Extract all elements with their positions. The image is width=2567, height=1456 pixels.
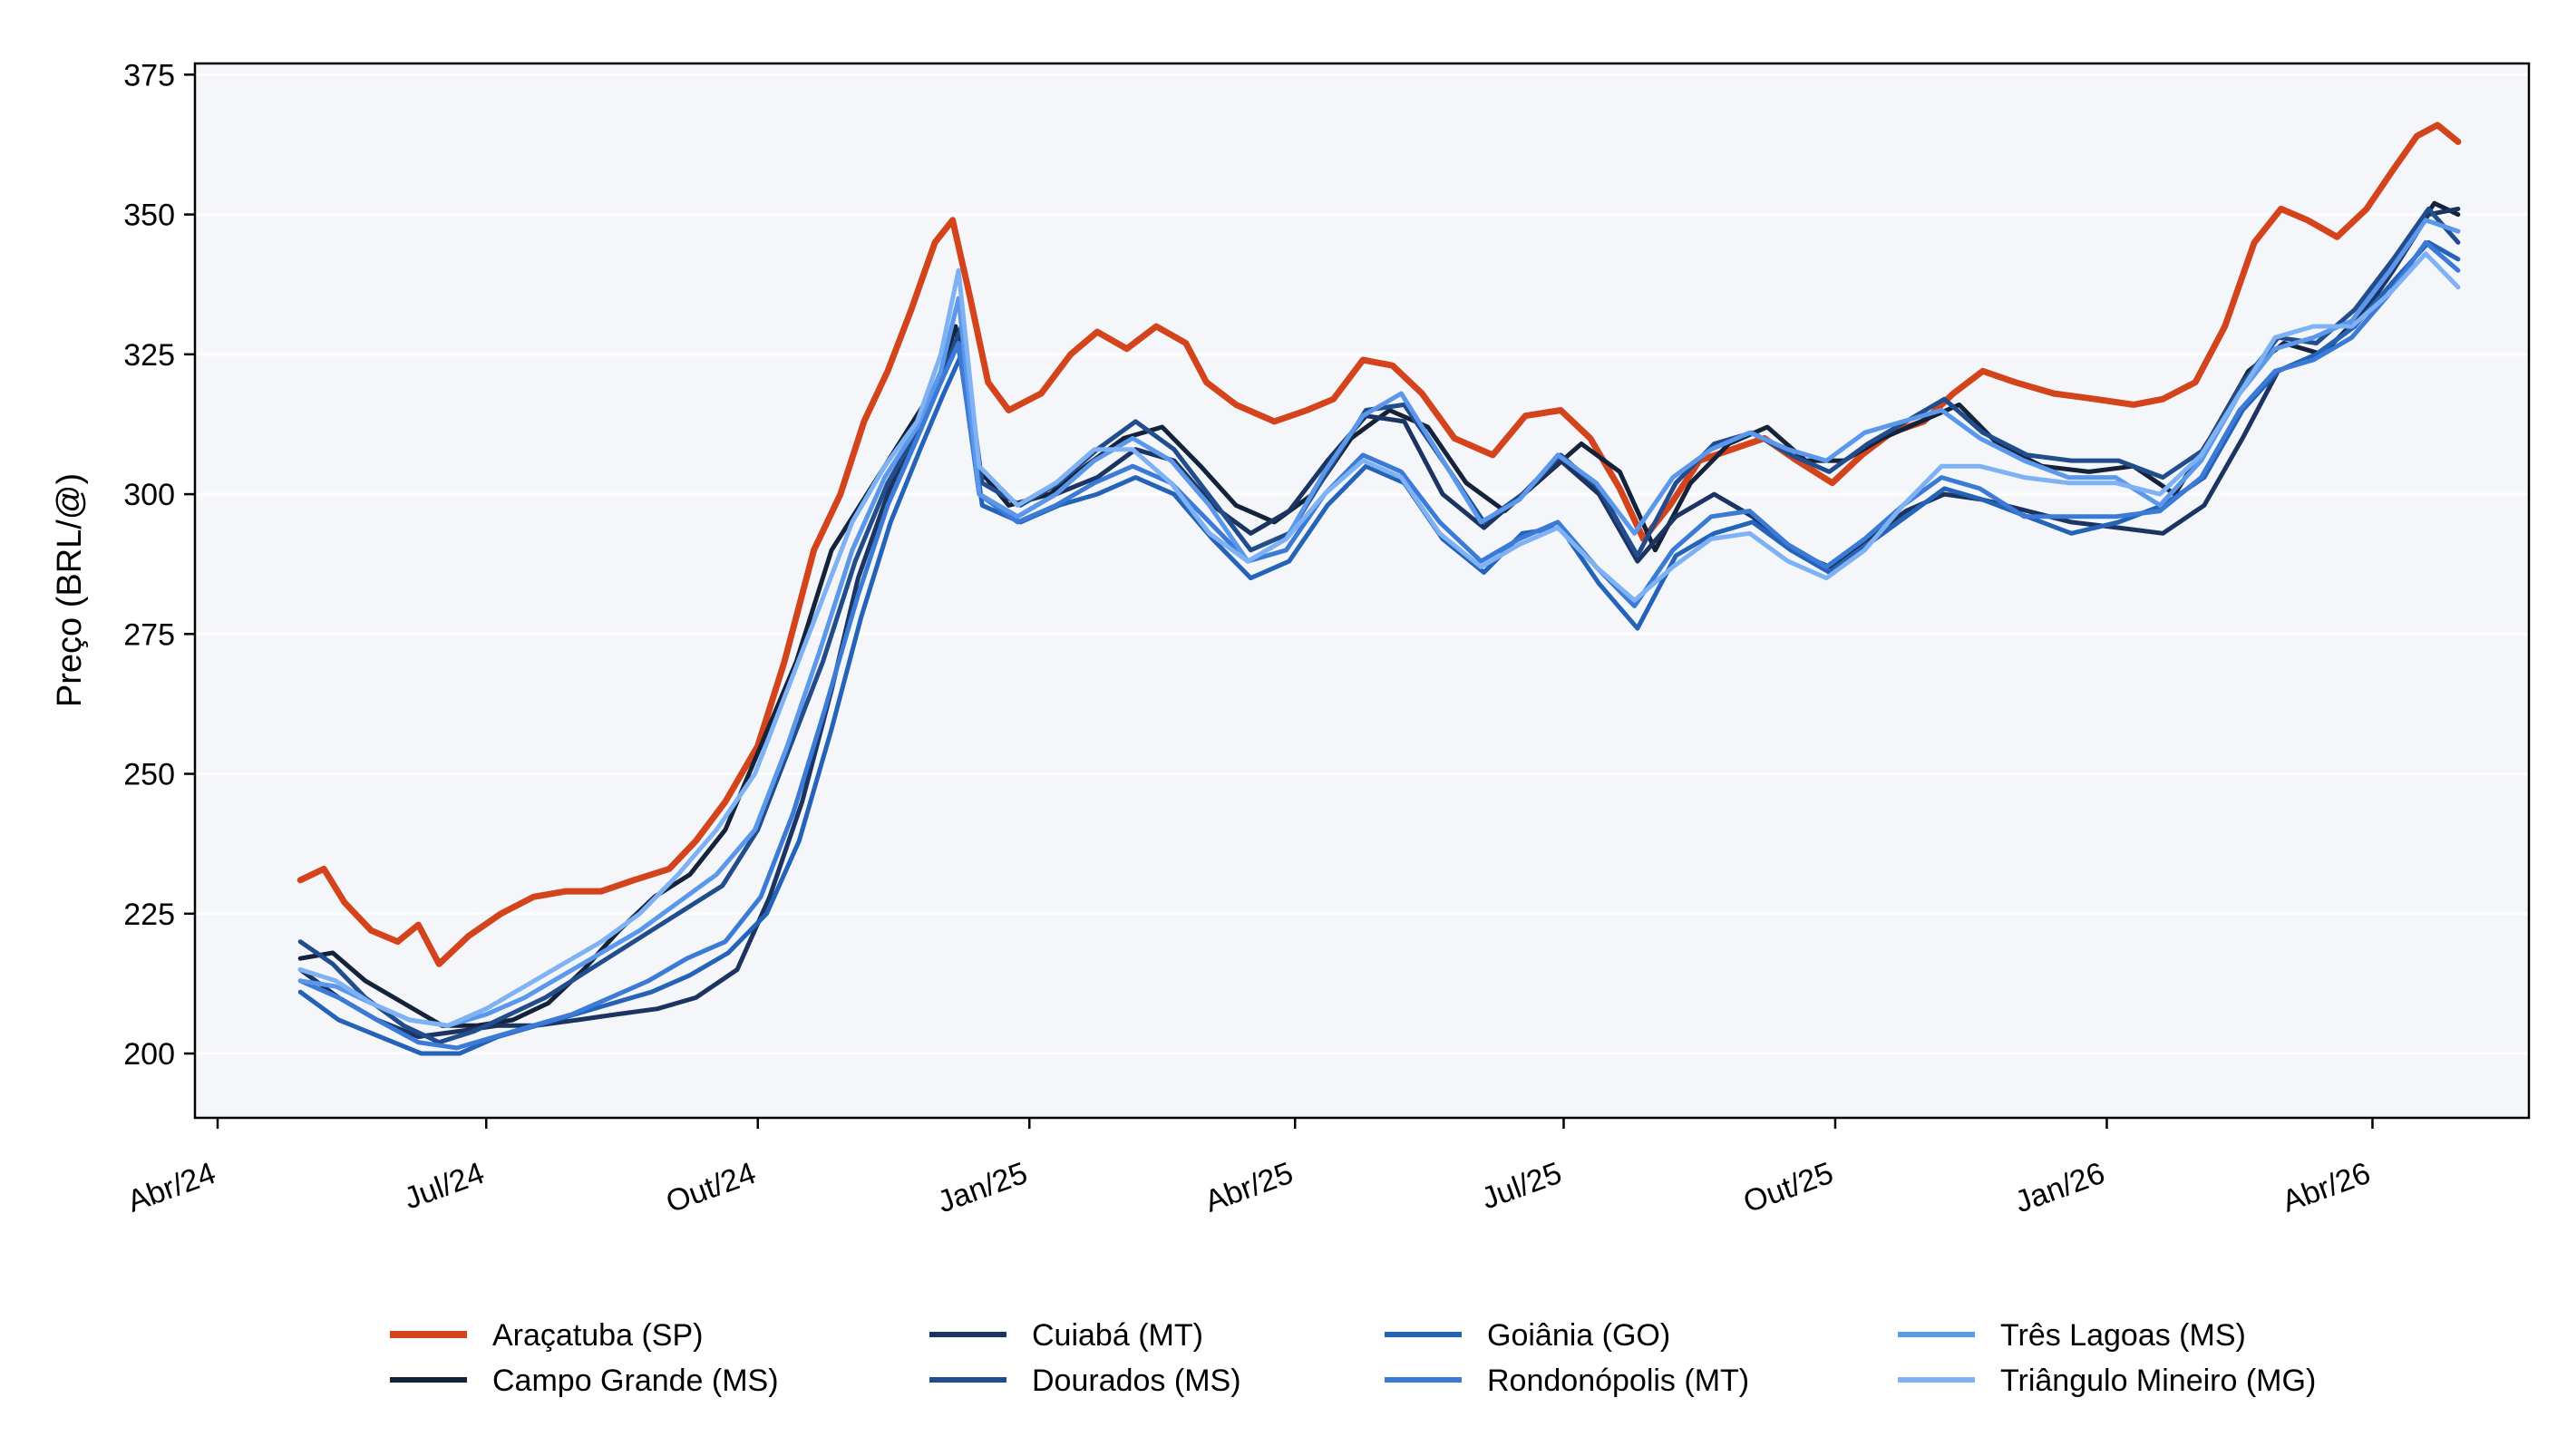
x-tick-label: Abr/26 xyxy=(2278,1156,2375,1219)
y-tick-label: 250 xyxy=(123,758,175,792)
y-tick-label: 225 xyxy=(123,898,175,932)
y-tick-label: 325 xyxy=(123,338,175,373)
y-axis-label: Preço (BRL/@) xyxy=(51,473,89,707)
series-line xyxy=(297,121,2462,967)
x-tick-label: Abr/25 xyxy=(1201,1156,1298,1219)
y-tick-label: 275 xyxy=(123,617,175,652)
legend-label: Rondonópolis (MT) xyxy=(1487,1364,1749,1398)
series-line xyxy=(297,239,2461,1056)
legend-label: Cuiabá (MT) xyxy=(1032,1318,1203,1353)
x-tick-label: Jan/25 xyxy=(933,1156,1032,1220)
legend-label: Triângulo Mineiro (MG) xyxy=(2000,1364,2316,1398)
x-axis: Abr/24 Jul/24 Out/24 Jan/25 Abr/25 Jul/25 Out/… xyxy=(123,1118,2375,1220)
legend-label: Goiânia (GO) xyxy=(1487,1318,1670,1353)
y-tick-label: 375 xyxy=(123,58,175,92)
legend-label: Três Lagoas (MS) xyxy=(2000,1318,2246,1353)
x-tick-label: Out/25 xyxy=(1739,1156,1838,1220)
legend: Araçatuba (SP) Campo Grande (MS) Cuiabá (M… xyxy=(390,1318,2316,1398)
y-tick-label: 300 xyxy=(123,478,175,512)
legend-label: Dourados (MS) xyxy=(1032,1364,1241,1398)
legend-label: Campo Grande (MS) xyxy=(492,1364,779,1398)
x-tick-label: Jan/26 xyxy=(2010,1156,2109,1220)
plot-frame xyxy=(193,62,2531,1120)
x-tick-label: Jul/25 xyxy=(1477,1156,1566,1217)
plot-background xyxy=(195,63,2529,1118)
x-tick-label: Jul/24 xyxy=(400,1156,489,1217)
series-line xyxy=(297,218,2461,1028)
legend-label: Araçatuba (SP) xyxy=(492,1318,703,1353)
series-line xyxy=(297,206,2461,1039)
y-axis: 200 225 250 275 300 325 350 375 xyxy=(123,58,195,1072)
series-lines xyxy=(297,121,2462,1056)
series-line xyxy=(297,251,2461,1028)
grid-lines xyxy=(195,73,2529,1055)
y-tick-label: 350 xyxy=(123,199,175,233)
x-tick-label: Abr/24 xyxy=(123,1156,220,1219)
x-tick-label: Out/24 xyxy=(662,1156,761,1220)
y-tick-label: 200 xyxy=(123,1037,175,1072)
